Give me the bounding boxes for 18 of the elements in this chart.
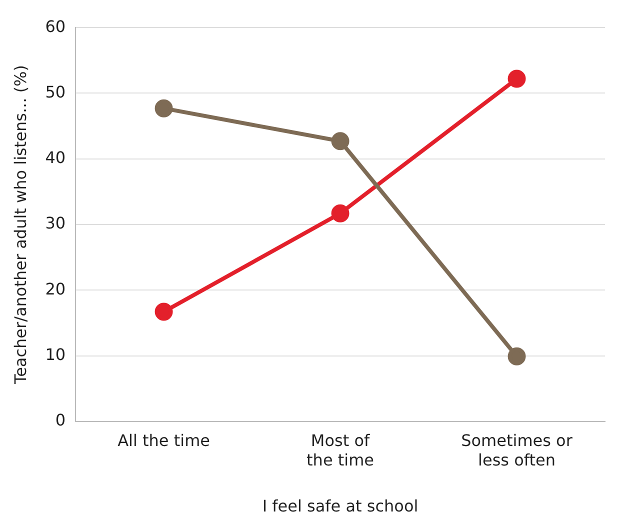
point [154, 99, 173, 118]
y-axis-title: Teacher/another adult who listens... (%) [10, 65, 30, 385]
y-tick-label: 40 [45, 148, 66, 168]
point [331, 132, 350, 150]
y-tick-label: 10 [45, 344, 66, 364]
x-tick-label: Sometimes or less often [461, 431, 573, 470]
y-tick-label: 20 [45, 279, 66, 298]
y-tick-label: 50 [45, 82, 66, 102]
x-tick-label: Most of the time [306, 431, 374, 470]
x-tick-label: All the time [118, 431, 210, 450]
y-tick-label: 60 [45, 16, 66, 36]
point [331, 204, 350, 222]
point [154, 302, 173, 321]
y-tick-label: 30 [45, 214, 66, 233]
point [508, 347, 526, 366]
y-tick-label: 0 [55, 410, 66, 430]
point [508, 70, 526, 88]
x-axis-title: I feel safe at school [262, 496, 418, 516]
